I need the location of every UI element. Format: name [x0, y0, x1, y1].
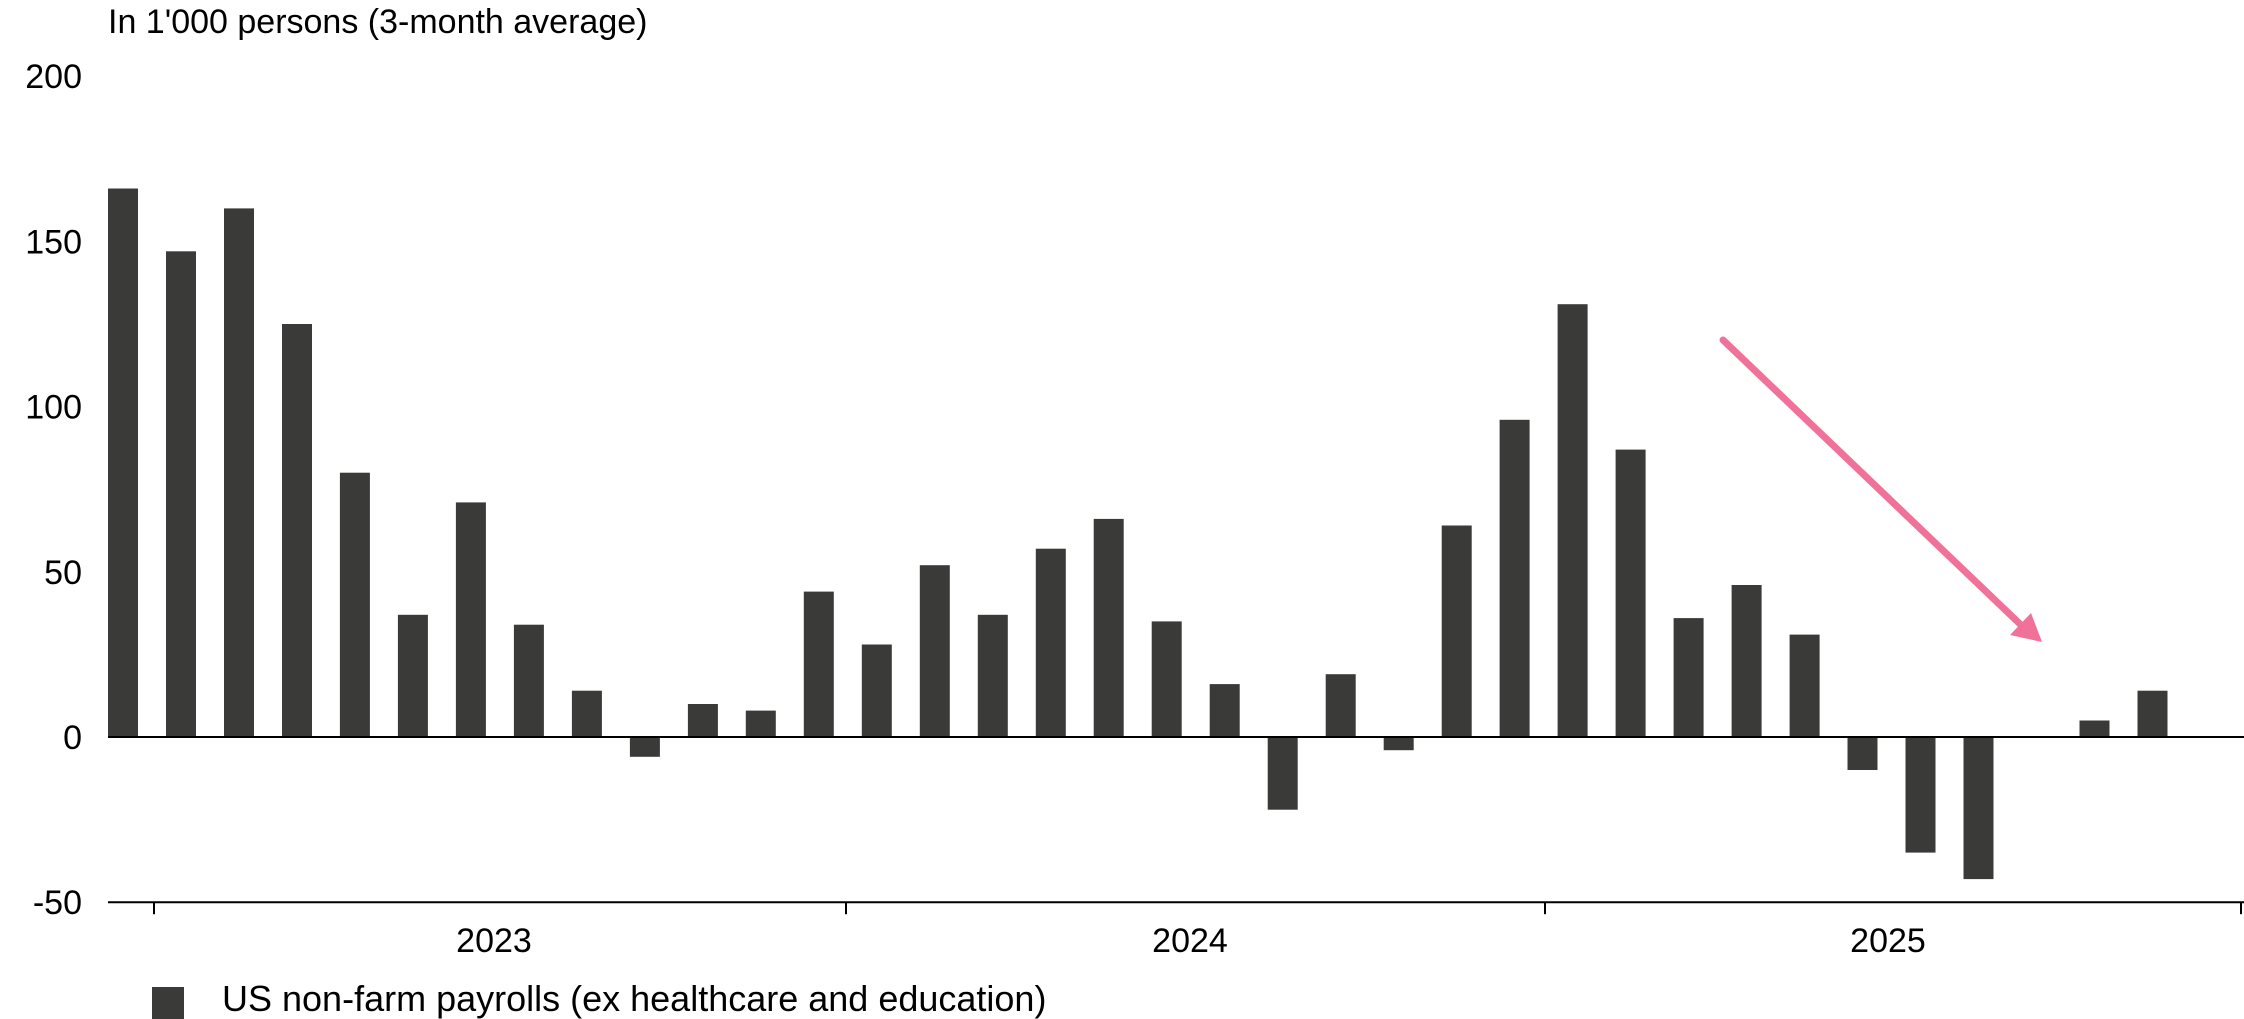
- bar: [2137, 690, 2168, 737]
- y-tick-label: -50: [33, 884, 82, 922]
- bar: [1209, 684, 1240, 737]
- legend: US non-farm payrolls (ex healthcare and …: [152, 978, 1046, 1019]
- bar: [745, 710, 776, 737]
- bar: [1151, 621, 1182, 737]
- bar: [166, 251, 196, 738]
- y-axis: 200 150 100 50 0 -50: [25, 58, 82, 922]
- bar: [977, 614, 1008, 737]
- x-axis: 2023 2024 2025: [153, 902, 2242, 960]
- bar: [629, 737, 660, 757]
- x-tick-label: 2024: [1152, 922, 1228, 960]
- y-axis-unit-label: In 1'000 persons (3-month average): [108, 3, 647, 41]
- y-tick-label: 200: [25, 58, 82, 96]
- trend-arrow: [1719, 336, 2042, 642]
- y-tick-label: 100: [25, 389, 82, 427]
- trend-arrow-line: [1719, 336, 2024, 628]
- bar: [224, 208, 254, 737]
- bar: [2079, 720, 2110, 737]
- bar: [1963, 737, 1994, 880]
- bar: [1383, 737, 1414, 751]
- bar: [1325, 674, 1356, 737]
- bar: [1789, 634, 1820, 737]
- y-tick-label: 150: [25, 223, 82, 261]
- bar: [1557, 304, 1588, 737]
- bar: [397, 614, 428, 737]
- y-tick-label: 0: [63, 719, 82, 757]
- x-tick-label: 2025: [1850, 922, 1926, 960]
- bar-series: [108, 188, 2168, 880]
- y-tick-label: 50: [44, 554, 82, 592]
- legend-swatch: [152, 987, 184, 1019]
- bar: [919, 565, 950, 737]
- bar: [108, 188, 138, 737]
- bar: [1673, 618, 1704, 737]
- bar: [1267, 737, 1298, 810]
- bar: [803, 591, 834, 737]
- bar: [339, 472, 370, 737]
- bar: [1441, 525, 1472, 737]
- bar: [1847, 737, 1878, 770]
- x-tick-label: 2023: [456, 922, 532, 960]
- bar: [1905, 737, 1936, 853]
- bar: [861, 644, 892, 737]
- bar: [1499, 419, 1530, 737]
- bar: [1035, 548, 1066, 737]
- trend-arrow-head: [2010, 613, 2042, 642]
- bar: [1731, 585, 1762, 737]
- bar: [455, 502, 486, 737]
- bar: [687, 704, 718, 737]
- bar: [513, 624, 544, 737]
- bar: [571, 690, 602, 737]
- bar: [282, 324, 312, 737]
- legend-label: US non-farm payrolls (ex healthcare and …: [222, 978, 1046, 1019]
- bar: [1093, 518, 1124, 737]
- bar: [1615, 449, 1646, 737]
